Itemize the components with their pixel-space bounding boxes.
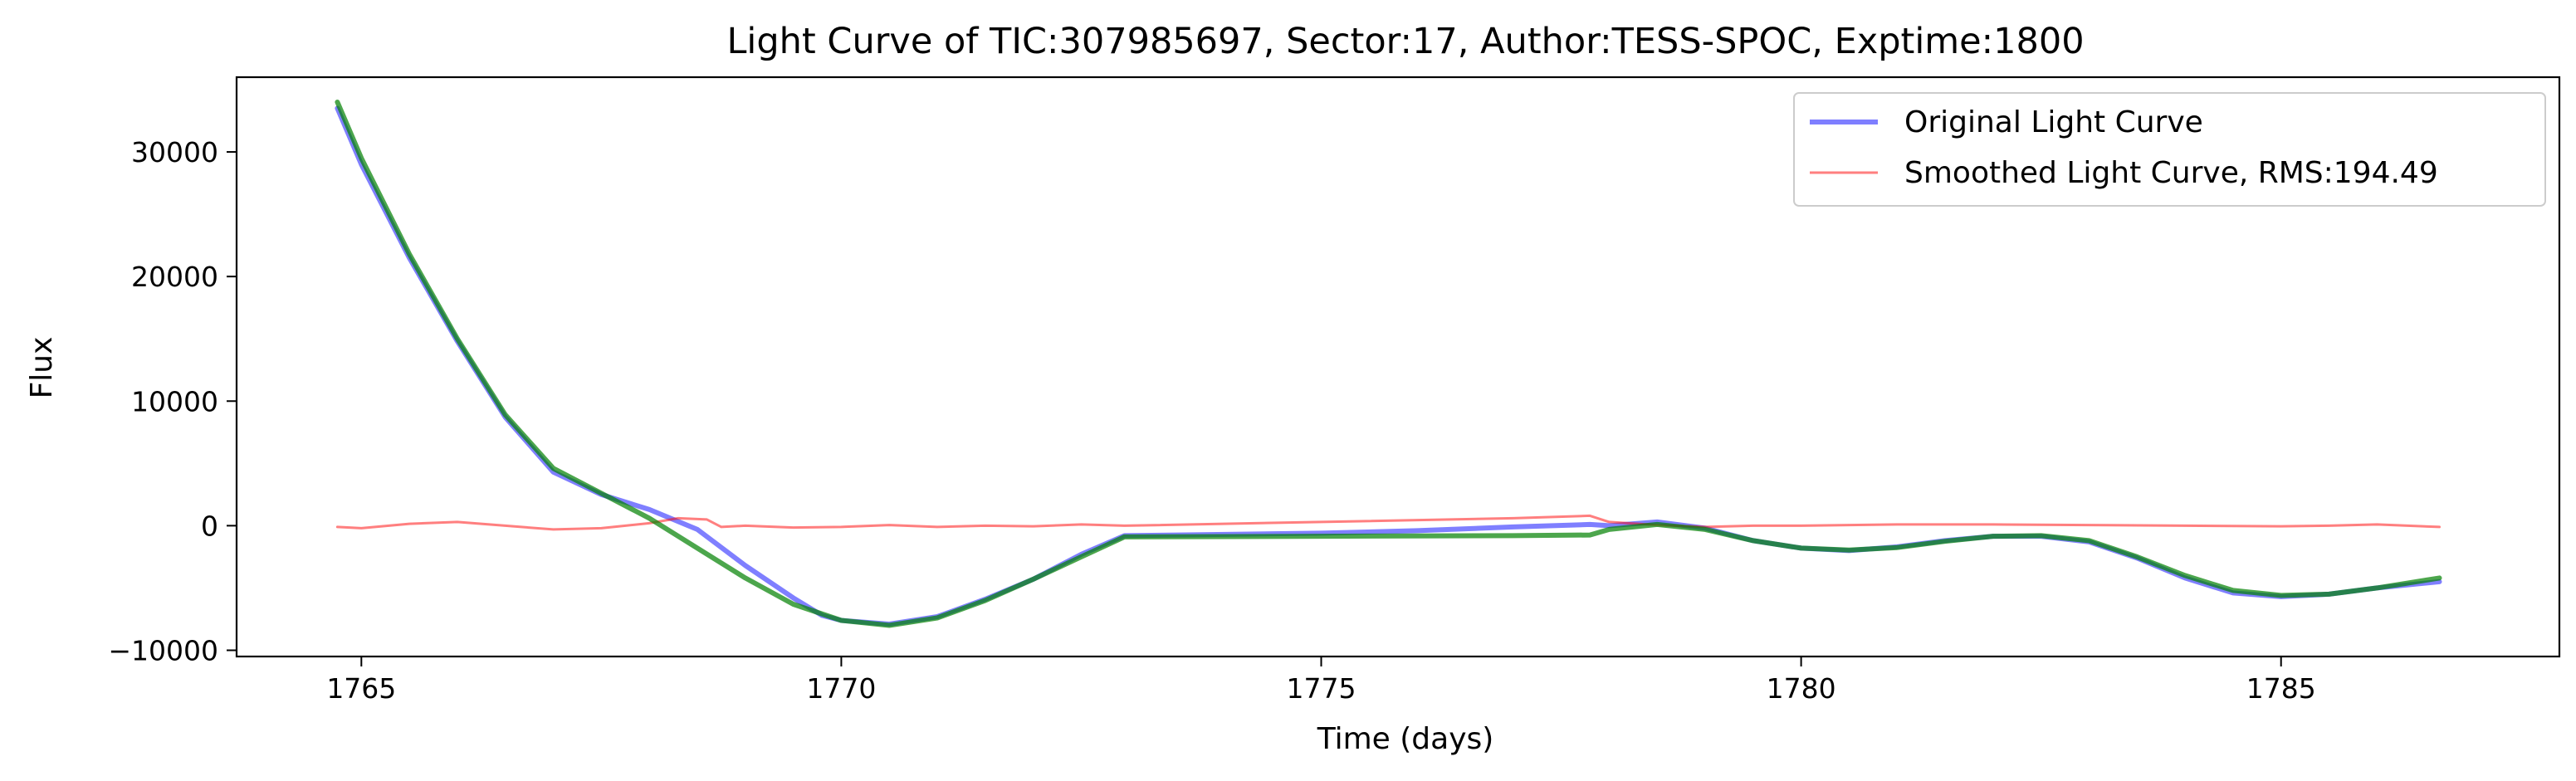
plot-frame: [235, 76, 2561, 658]
x-tick-label: 1780: [1767, 672, 1836, 705]
x-tick-label: 1770: [806, 672, 876, 705]
plot-area: [235, 76, 2561, 658]
x-axis-label: Time (days): [1317, 722, 1494, 756]
x-tick-label: 1775: [1287, 672, 1356, 705]
y-axis-label: Flux: [25, 337, 59, 399]
series-line-smoothed: [335, 514, 2441, 531]
chart-title: Light Curve of TIC:307985697, Sector:17,…: [726, 21, 2084, 62]
x-tick-label: 1765: [326, 672, 396, 705]
y-tick-label: 10000: [131, 385, 218, 417]
x-tick-label: 1785: [2246, 672, 2316, 705]
legend-label-original: Original Light Curve: [1904, 105, 2203, 139]
legend-label-smoothed: Smoothed Light Curve, RMS:194.49: [1904, 156, 2438, 190]
legend: Original Light Curve Smoothed Light Curv…: [1793, 92, 2546, 207]
y-tick-label: −10000: [108, 634, 218, 666]
y-tick-label: 30000: [131, 136, 218, 168]
series-line-fit: [335, 100, 2442, 628]
y-tick-label: 0: [201, 510, 218, 542]
y-tick-label: 20000: [131, 261, 218, 293]
legend-box: [1793, 92, 2546, 207]
